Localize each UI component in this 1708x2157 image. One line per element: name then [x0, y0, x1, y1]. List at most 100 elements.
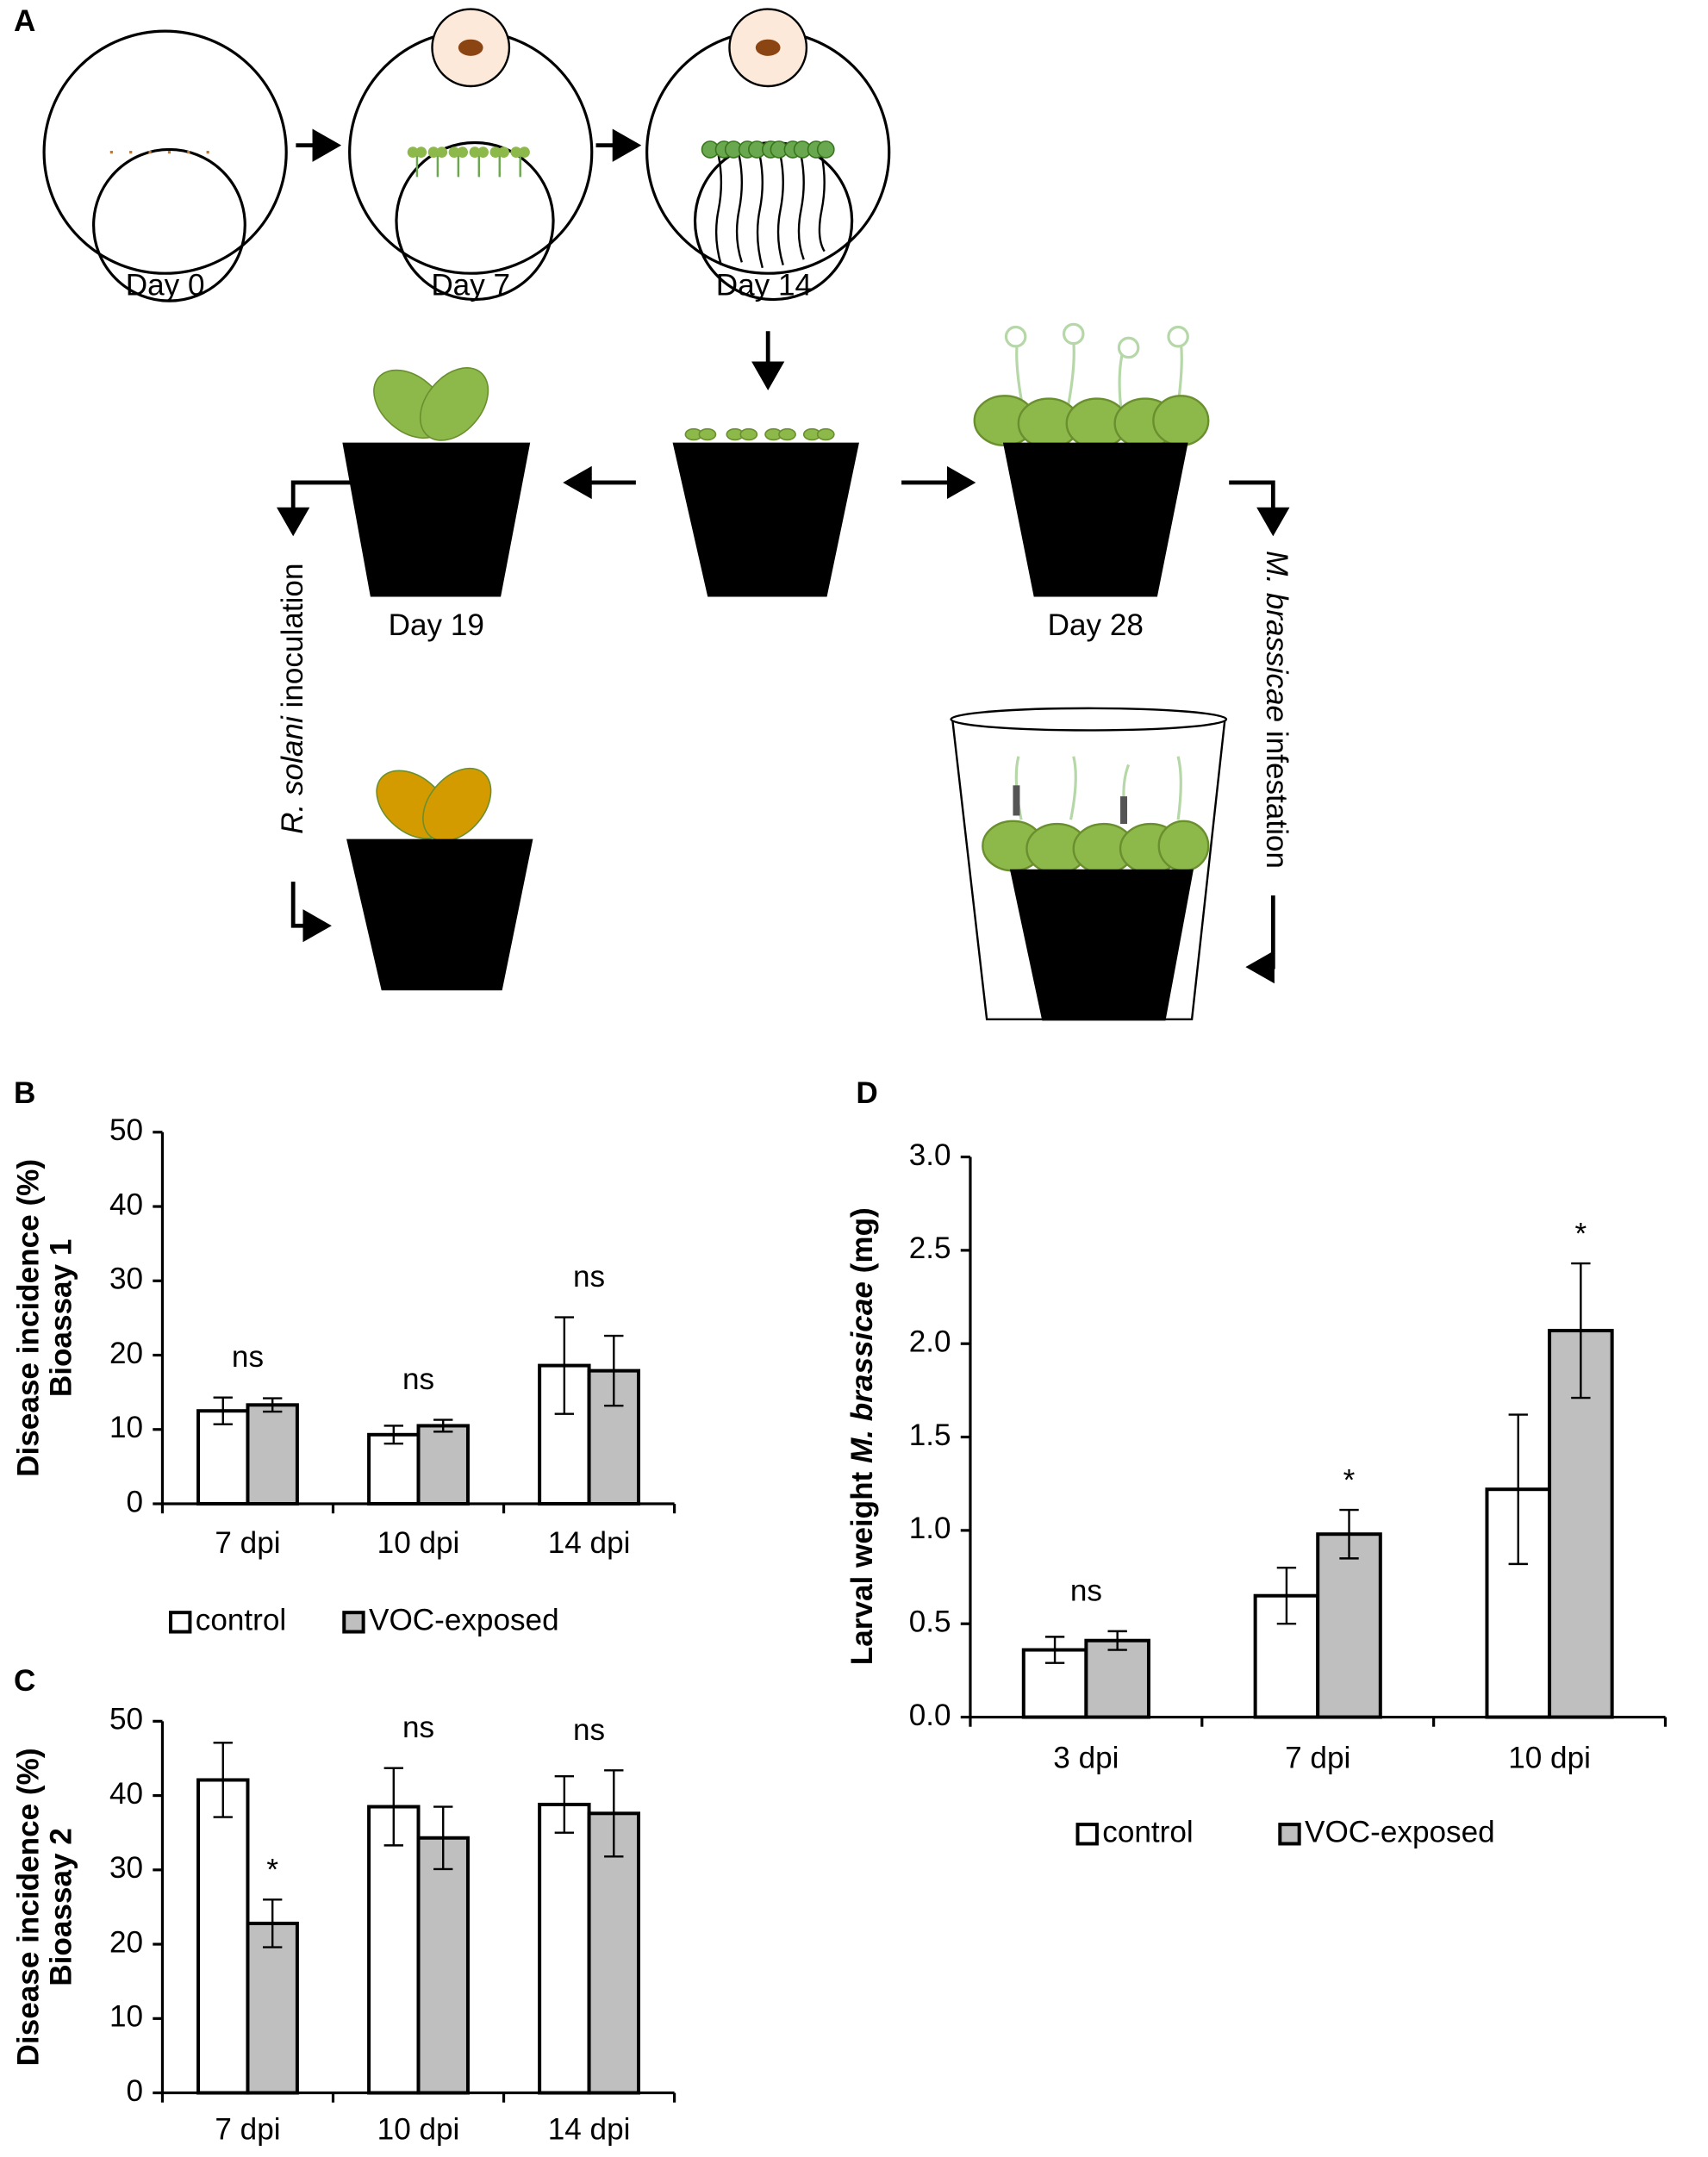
bar — [587, 1811, 640, 2095]
species: M. brassicae — [1260, 551, 1293, 722]
error-bar — [383, 1424, 403, 1445]
rosette — [973, 395, 1210, 450]
pot — [1009, 869, 1194, 1021]
y-axis-label: Larval weight M. brassicae (mg) — [845, 1207, 879, 1665]
legend-label: control — [196, 1604, 286, 1637]
error-bar — [1508, 1413, 1528, 1566]
annotation: ns — [573, 1260, 605, 1294]
bar — [416, 1836, 470, 2095]
legend-label: control — [1102, 1816, 1193, 1849]
x-tick-label: 14 dpi — [548, 1526, 631, 1560]
annotation: * — [266, 1854, 278, 1887]
annotation: ns — [402, 1711, 434, 1744]
y-tick-label: 2.5 — [909, 1231, 951, 1265]
y-axis-label-part: Larval weight — [845, 1463, 879, 1665]
y-tick-label: 0 — [127, 1485, 144, 1518]
annotation: ns — [402, 1362, 434, 1396]
error-bar — [213, 1742, 233, 1818]
legend-label: VOC-exposed — [369, 1604, 559, 1637]
panel-label: D — [856, 1076, 877, 1110]
infestation-label: M. brassicae infestation — [1260, 551, 1293, 869]
bar — [367, 1432, 421, 1506]
diagram — [42, 8, 1290, 1021]
error-bar — [554, 1316, 575, 1415]
y-tick-label: 1.5 — [909, 1418, 951, 1452]
y-tick-label: 50 — [109, 1703, 143, 1736]
sprouts — [684, 427, 835, 441]
seedling-leaves — [701, 140, 835, 159]
y-tick-label: 20 — [109, 1925, 143, 1959]
panel-label: C — [14, 1664, 35, 1698]
y-tick-label: 2.0 — [909, 1325, 951, 1358]
y-tick-label: 10 — [109, 2000, 143, 2034]
y-tick-label: 1.0 — [909, 1512, 951, 1545]
chart: B 0 10 20 30 40 50 Disease incidence (%) Bioassa… — [11, 1076, 676, 1637]
bar — [246, 1403, 299, 1506]
rosette — [982, 820, 1210, 875]
legend-swatch — [1278, 1823, 1301, 1846]
x-tick-label: 10 dpi — [377, 1526, 460, 1560]
y-axis-label: Bioassay 2 — [45, 1828, 78, 1986]
x-tick-label: 7 dpi — [215, 1526, 280, 1560]
day-label: Day 7 — [431, 268, 510, 302]
x-tick-label: 3 dpi — [1053, 1741, 1119, 1774]
dish — [42, 29, 288, 275]
chart: D 0.0 0.5 1.0 1.5 2.0 2.5 3.0 Larval weight M. b… — [845, 1076, 1667, 1849]
bar — [1084, 1638, 1150, 1719]
legend-swatch — [1075, 1823, 1099, 1846]
bar — [367, 1805, 421, 2095]
y-tick-label: 20 — [109, 1337, 143, 1370]
x-tick-label: 10 dpi — [377, 2113, 460, 2147]
error-bar — [213, 1396, 233, 1425]
larva — [1120, 796, 1128, 825]
y-axis-label: Disease incidence (%) — [11, 1159, 45, 1477]
roots — [714, 154, 826, 269]
y-tick-label: 50 — [109, 1113, 143, 1147]
fungus — [755, 39, 781, 56]
bar — [416, 1424, 470, 1506]
chart: C 0 10 20 30 40 50 Disease incidence (%) Bioassa… — [11, 1664, 676, 2147]
pot — [342, 442, 531, 597]
leaf — [422, 767, 492, 842]
arrows — [277, 128, 1290, 984]
fungus — [458, 39, 483, 56]
y-axis-label-part: (mg) — [845, 1207, 879, 1281]
error-bar — [1339, 1508, 1359, 1560]
error-bar — [604, 1334, 624, 1407]
seedling-leaves — [407, 147, 530, 159]
error-bar — [433, 1418, 453, 1433]
error-bar — [1107, 1630, 1127, 1651]
cage-lid — [950, 707, 1228, 732]
bar — [246, 1921, 299, 2095]
y-tick-label: 40 — [109, 1777, 143, 1811]
species: R. solani — [276, 715, 309, 834]
error-bar — [263, 1898, 283, 1948]
error-bar — [604, 1769, 624, 1858]
process: infestation — [1260, 722, 1293, 869]
panel-label: A — [14, 4, 35, 38]
pot — [1002, 442, 1188, 597]
error-bar — [1571, 1262, 1591, 1400]
dish-inner — [395, 140, 555, 302]
pot — [346, 838, 533, 991]
error-bar — [433, 1805, 453, 1871]
error-bar — [1044, 1636, 1065, 1664]
error-bar — [383, 1767, 403, 1847]
error-bar — [554, 1774, 575, 1834]
bar — [538, 1802, 591, 2095]
process: inoculation — [276, 564, 309, 717]
legend-swatch — [342, 1611, 365, 1634]
y-tick-label: 0.0 — [909, 1699, 951, 1732]
y-axis-label: Bioassay 1 — [45, 1239, 78, 1398]
day-label: Day 14 — [716, 268, 812, 302]
y-tick-label: 3.0 — [909, 1138, 951, 1172]
y-tick-label: 0 — [127, 2074, 144, 2108]
bar — [1316, 1532, 1382, 1719]
bar — [196, 1778, 250, 2095]
y-tick-label: 30 — [109, 1851, 143, 1885]
error-bar — [263, 1397, 283, 1413]
annotation: ns — [232, 1340, 264, 1374]
annotation: * — [1575, 1217, 1587, 1250]
panel-label: B — [14, 1076, 35, 1110]
x-tick-label: 7 dpi — [1285, 1741, 1350, 1774]
